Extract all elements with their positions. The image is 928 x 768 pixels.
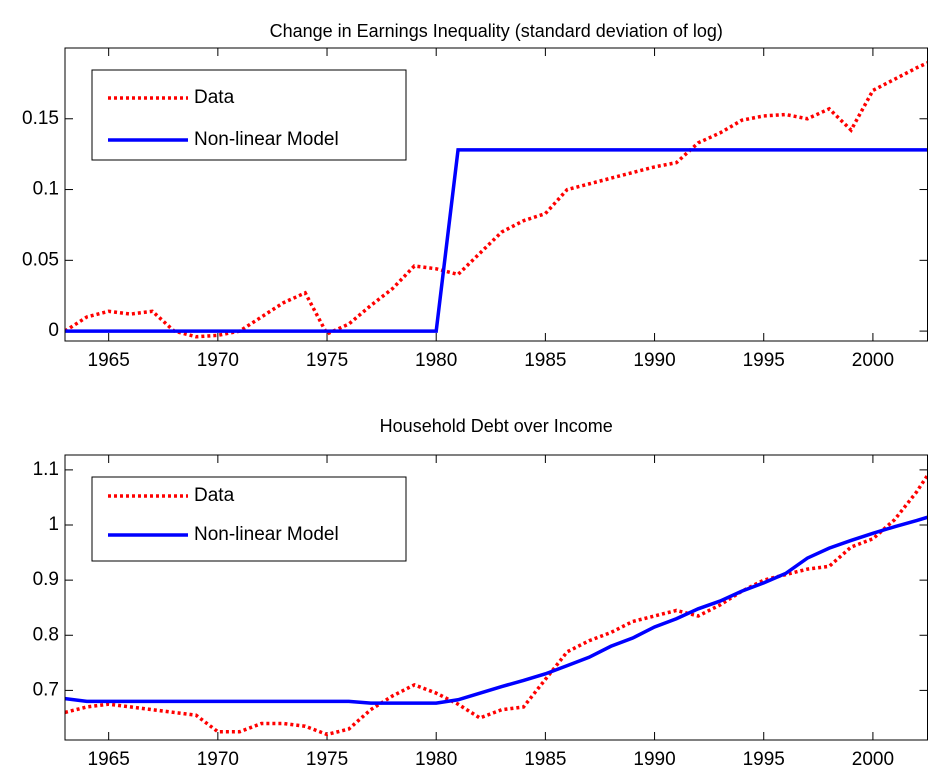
legend-box [91,69,407,161]
y-tick-label: 1.1 [33,459,59,480]
legend-label: Non-linear Model [194,129,339,150]
x-tick-label: 1970 [197,749,239,768]
x-tick-label: 1980 [415,350,457,371]
data-line [65,515,928,705]
y-tick-label: 0.7 [33,679,59,700]
x-tick-label: 1990 [633,749,675,768]
y-tick-label: 0.8 [33,624,59,645]
legend-label: Data [194,87,235,108]
x-tick-label: 1995 [743,350,785,371]
chart-title: Change in Earnings Inequality (standard … [270,21,723,41]
plot-lines [65,471,928,737]
x-tick-label: 2000 [852,350,894,371]
data-line [65,471,928,737]
y-tick-label: 0.15 [22,108,59,129]
plot-lines [65,60,928,339]
x-tick-label: 1990 [633,350,675,371]
x-tick-label: 1985 [524,350,566,371]
legend-label: Non-linear Model [194,524,339,545]
legend-box [91,476,407,562]
x-tick-label: 1975 [306,350,348,371]
chart-title: Household Debt over Income [380,416,613,436]
y-tick-label: 1 [48,514,59,535]
x-tick-label: 1995 [743,749,785,768]
x-tick-label: 1965 [88,749,130,768]
data-line [65,60,928,339]
y-tick-label: 0.9 [33,569,59,590]
x-tick-label: 1970 [197,350,239,371]
x-tick-label: 1975 [306,749,348,768]
data-line [65,148,928,333]
y-tick-label: 0.05 [22,249,59,270]
y-tick-label: 0 [48,320,59,341]
x-tick-label: 2000 [852,749,894,768]
legend-label: Data [194,485,235,506]
x-tick-label: 1985 [524,749,566,768]
x-tick-label: 1980 [415,749,457,768]
x-tick-label: 1965 [88,350,130,371]
y-tick-label: 0.1 [33,179,59,200]
